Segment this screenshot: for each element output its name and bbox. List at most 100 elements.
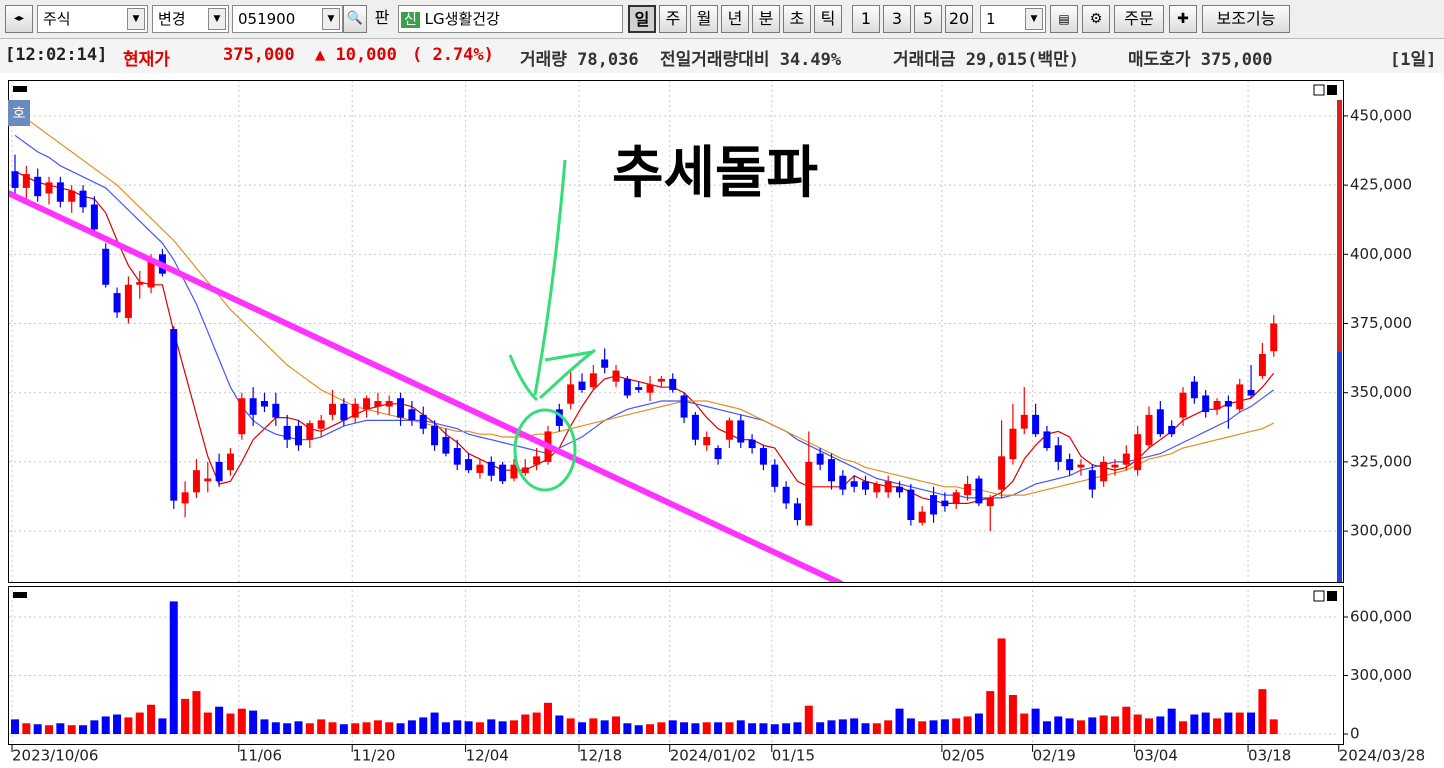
volume-bar [203,712,212,734]
market-select[interactable]: 주식 ▼ [37,5,148,33]
volume-bar [79,725,88,734]
toolbar-button[interactable]: 1 [852,5,880,33]
candle-body [635,387,643,390]
volume-bar [475,722,484,734]
candle-body [90,204,98,230]
volume-bar [509,720,518,734]
candle-body [1224,400,1232,407]
candle-body [351,403,359,418]
candle-body [986,497,994,507]
toolbar-button[interactable]: 분 [752,5,780,33]
volume-bar [884,720,893,734]
candle-body [669,378,677,390]
toolbar-button[interactable]: 월 [690,5,718,33]
count-input[interactable]: 1 ▼ [980,5,1046,33]
x-tick-label: 03/04 [1135,747,1178,765]
rate: ( 2.74%) [412,45,494,65]
panel-icon[interactable] [1313,590,1325,602]
volume-bar [362,722,371,734]
badge-bg [8,100,30,126]
candle-body [453,448,461,465]
volume-bar [45,725,54,734]
candle-body [22,174,30,188]
candle-body [873,484,881,493]
volume-bar [373,720,382,734]
quote-bg [0,39,1444,73]
toolbar-button[interactable]: 주 [659,5,687,33]
volume-bar [1156,716,1165,734]
candle-body [147,259,155,288]
volume-bar [1110,716,1119,734]
candle-body [181,492,189,504]
volume-bar [736,720,745,734]
volume-bar [407,720,416,734]
toolbar-button[interactable]: 틱 [814,5,842,33]
volume-bar [589,718,598,734]
candle-body [623,378,631,396]
x-tick-label: 12/04 [466,747,509,765]
candle-body [45,182,53,194]
candle-body [476,464,484,473]
toolbar-button[interactable]: 초 [783,5,811,33]
dropdown[interactable]: ▼ [127,8,145,30]
candle-body [703,436,711,446]
candle-body [657,378,665,382]
volume-bar [634,725,643,734]
volume-bar [305,723,314,734]
volume-bar [895,708,904,734]
toolbar-button[interactable]: 20 [945,5,973,33]
volume-bar [351,723,360,734]
x-tick-label: 2024/01/02 [670,747,756,765]
name-box[interactable]: 신 LG생활건강 [398,5,623,33]
change: ▲ 10,000 [315,45,397,65]
candle-body [589,373,597,388]
candle-body [113,293,121,313]
volume-bar [385,722,394,734]
toolbar-button[interactable]: 3 [883,5,911,33]
add-icon[interactable]: ✚ [1169,5,1197,33]
panel-close[interactable] [1327,591,1337,601]
annotations [9,159,844,582]
candle-body [79,190,87,208]
volume: 거래량 78,036 [520,50,639,70]
volume-bar [838,719,847,734]
panel-close[interactable] [1327,85,1337,95]
order-button[interactable]: 주문 [1114,5,1164,33]
candle-body [1270,323,1278,352]
panel-icon[interactable] [1313,84,1325,96]
change-select[interactable]: 변경 ▼ [152,5,229,33]
volume-bar [861,723,870,734]
volume-bar [1145,718,1153,734]
nav-arrows[interactable]: ◂▸ [5,5,33,33]
candle-body [1020,414,1028,429]
search[interactable]: 🔍 [343,5,367,33]
dropdown[interactable]: ▼ [208,8,226,30]
toolbar-button[interactable]: 5 [914,5,942,33]
aux-button[interactable]: 보조기능 [1202,5,1290,33]
y-tick-label: 450,000 [1350,106,1412,124]
candle-body [816,453,824,465]
volume-bar [1065,718,1074,734]
amount: 거래대금 29,015(백만) [893,50,1079,70]
x-tick-label: 2023/10/06 [12,747,98,765]
volume-bar [215,706,224,734]
range-bar-down [1337,352,1342,582]
pan[interactable]: 판 [374,8,390,27]
settings-icon[interactable]: ⚙ [1082,5,1110,33]
toolbar-button[interactable]: 년 [721,5,749,33]
dropdown[interactable]: ▼ [322,8,340,30]
candle-body [499,464,507,482]
candle-body [782,486,790,504]
x-tick-label: 12/18 [579,747,622,765]
dropdown[interactable]: ▼ [1025,8,1043,30]
volume-bar [11,719,19,734]
code-input[interactable]: 051900 ▼ [232,5,343,33]
volume-bar [1099,715,1108,734]
candle-body [124,284,132,318]
volume-bar [929,720,938,734]
candle-body [1122,453,1130,465]
tool-icon[interactable]: ▤ [1050,5,1078,33]
trend-line [9,190,844,582]
volume-bar [770,724,779,734]
toolbar-button[interactable]: 일 [628,5,656,33]
